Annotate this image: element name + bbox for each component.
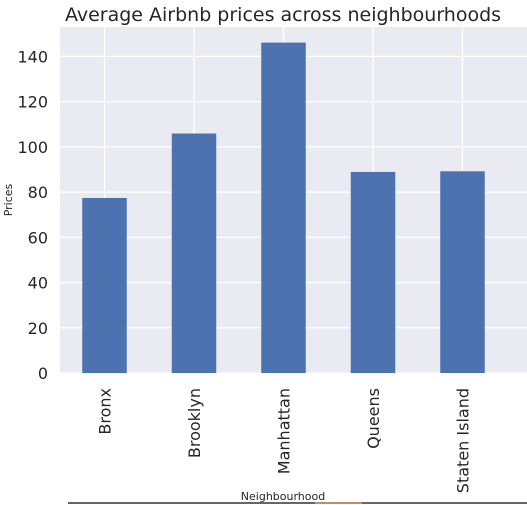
x-tick-label-2: Manhattan <box>275 388 294 474</box>
bar-bronx <box>82 197 127 373</box>
chart-title: Average Airbnb prices across neighbourho… <box>65 4 501 26</box>
y-tick-label-0: 0 <box>38 364 48 383</box>
x-tick-label-0: Bronx <box>96 388 115 435</box>
y-tick-label-5: 100 <box>17 138 48 157</box>
bar-staten-island <box>440 171 485 373</box>
bars <box>82 42 485 374</box>
bar-manhattan <box>261 42 306 374</box>
y-axis-label: Prices <box>2 183 15 216</box>
x-tick-label-4: Staten Island <box>454 388 473 493</box>
x-tick-label-3: Queens <box>364 388 383 449</box>
y-tick-labels: 0 20 40 60 80 100 120 140 <box>17 47 48 383</box>
bar-brooklyn <box>171 133 217 373</box>
y-tick-label-3: 60 <box>28 228 48 247</box>
bar-queens <box>350 171 396 373</box>
y-tick-label-4: 80 <box>28 183 48 202</box>
y-tick-label-1: 20 <box>28 319 48 338</box>
x-tick-labels: Bronx Brooklyn Manhattan Queens Staten Islan… <box>96 388 473 493</box>
x-tick-label-1: Brooklyn <box>185 388 204 458</box>
y-tick-label-7: 140 <box>17 47 48 66</box>
x-axis-label: Neighbourhood <box>241 490 325 503</box>
y-tick-label-6: 120 <box>17 93 48 112</box>
y-tick-label-2: 40 <box>28 274 48 293</box>
